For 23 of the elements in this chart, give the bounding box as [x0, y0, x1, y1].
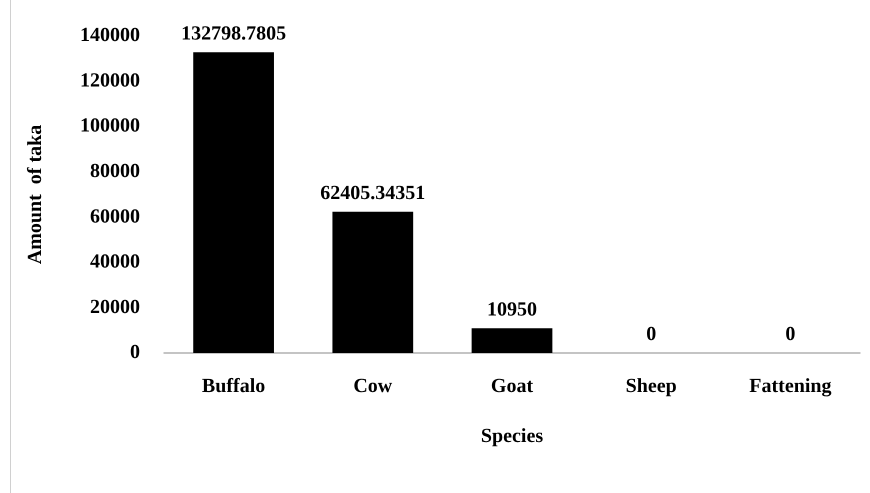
- data-label: 132798.7805: [181, 22, 286, 44]
- data-label: 62405.34351: [320, 182, 426, 204]
- bar: [472, 328, 552, 353]
- x-tick-label: Cow: [353, 375, 393, 398]
- y-tick-label: 0: [130, 341, 140, 364]
- x-tick-label: Fattening: [749, 375, 832, 398]
- x-tick-label: Sheep: [626, 375, 677, 398]
- x-tick-label: Buffalo: [202, 375, 266, 398]
- y-tick-label: 140000: [80, 24, 140, 46]
- y-tick-label: 60000: [90, 205, 140, 228]
- bar: [193, 52, 274, 353]
- y-tick-label: 80000: [90, 160, 140, 182]
- data-label: 0: [646, 323, 656, 346]
- x-axis-title: Species: [480, 425, 544, 448]
- y-tick-label: 40000: [90, 250, 140, 273]
- y-tick-label: 100000: [80, 114, 140, 137]
- y-tick-label: 20000: [90, 296, 140, 318]
- data-label: 0: [785, 323, 796, 346]
- y-axis-title: Amount of taka: [24, 124, 46, 264]
- x-tick-label: Goat: [490, 375, 534, 398]
- data-label: 10950: [487, 298, 537, 320]
- bar: [332, 212, 414, 353]
- y-tick-label: 120000: [80, 69, 140, 92]
